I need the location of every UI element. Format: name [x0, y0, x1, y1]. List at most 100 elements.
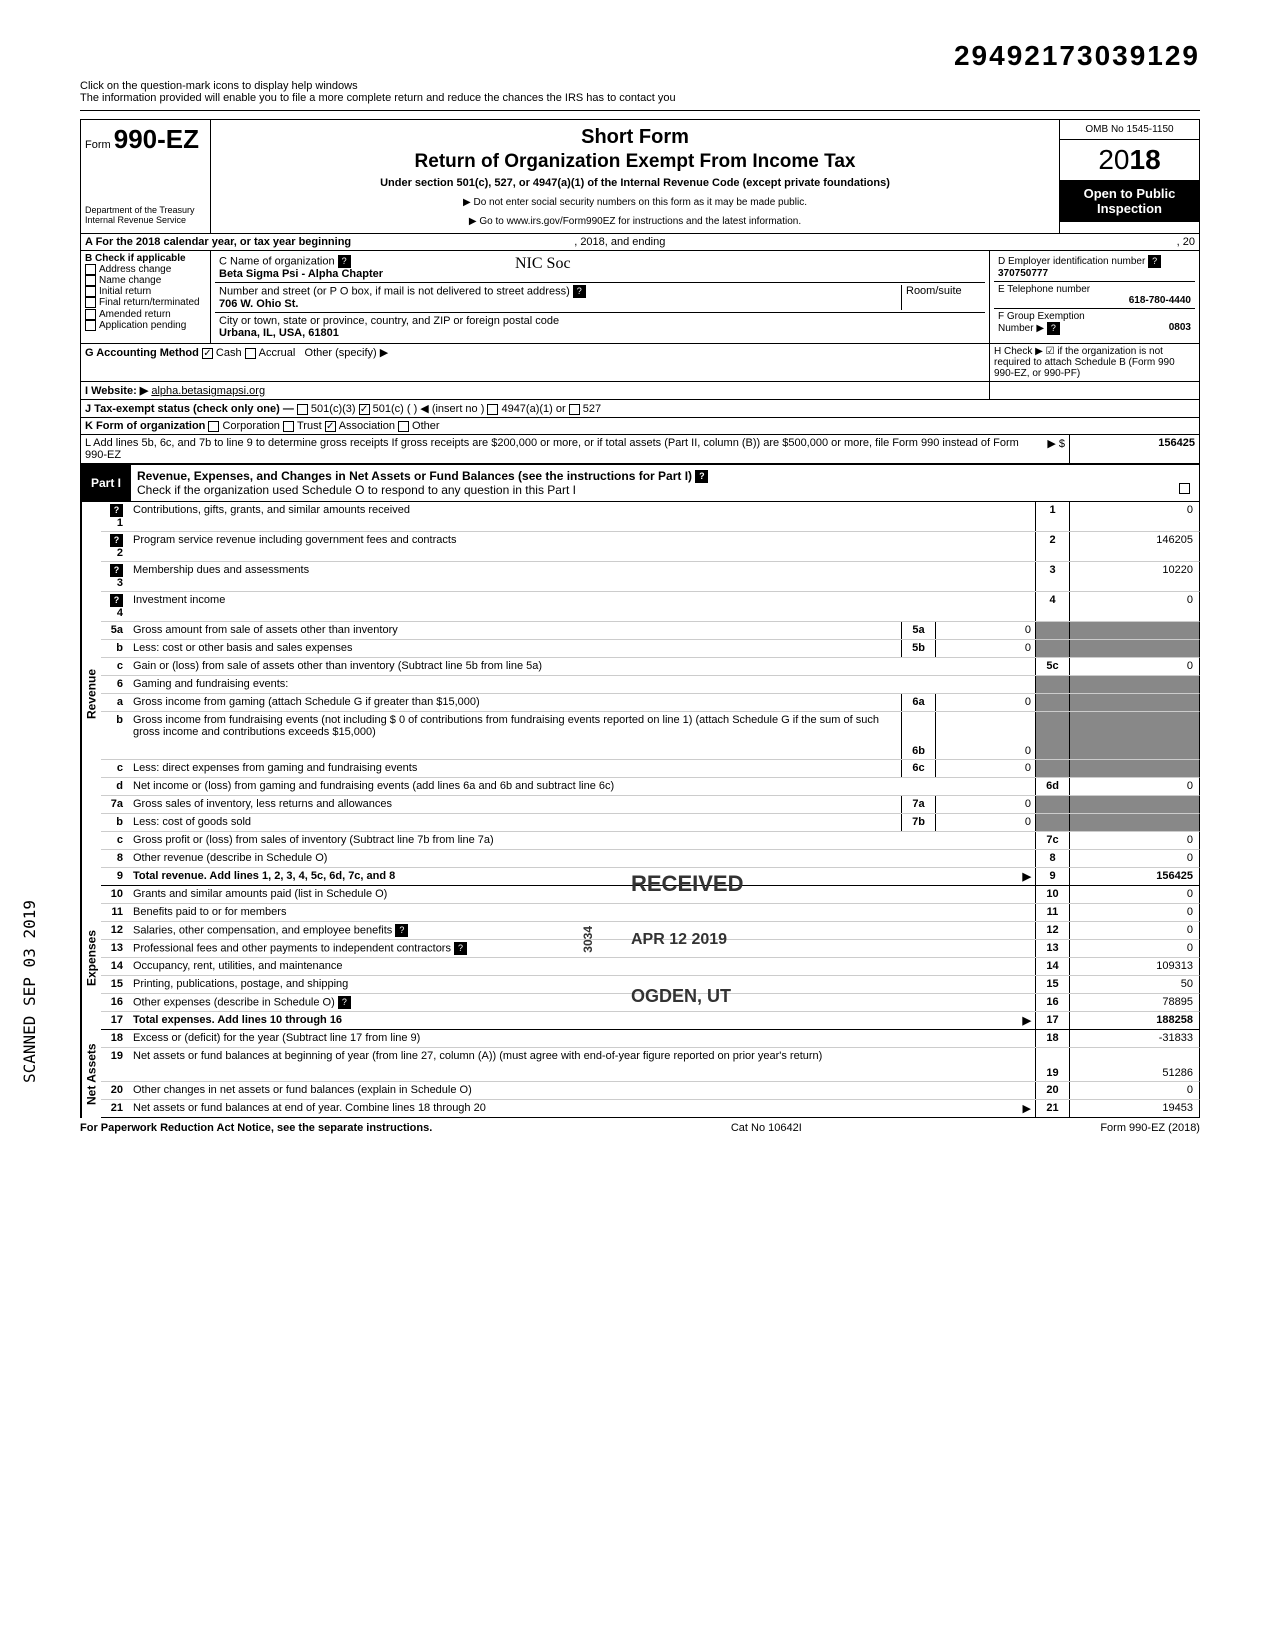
subtitle: Under section 501(c), 527, or 4947(a)(1)… — [217, 177, 1053, 189]
help-icon[interactable]: ? — [454, 942, 467, 955]
website-value: alpha.betasigmapsi.org — [151, 385, 265, 397]
line-18-desc: Excess or (deficit) for the year (Subtra… — [129, 1030, 1035, 1047]
line-9-arrow: ▶ — [1023, 870, 1031, 883]
b-title: B Check if applicable — [85, 253, 186, 264]
instr-2: ▶ Go to www.irs.gov/Form990EZ for instru… — [217, 216, 1053, 227]
chk-assoc[interactable]: ✓ — [325, 421, 336, 432]
h-text: H Check ▶ ☑ if the organization is not r… — [989, 344, 1199, 381]
group-value: 0803 — [1169, 322, 1191, 333]
chk-accrual[interactable] — [245, 348, 256, 359]
open-public-1: Open to Public — [1064, 186, 1195, 201]
line-5a-sub: 5a — [901, 622, 935, 639]
chk-name[interactable] — [85, 275, 96, 286]
section-a-end: , 20 — [1177, 236, 1195, 248]
revenue-side-label: Revenue — [81, 502, 101, 886]
line-12-val: 0 — [1069, 922, 1199, 939]
help-icon[interactable]: ? — [395, 924, 408, 937]
b-item-3: Final return/terminated — [99, 298, 200, 309]
short-form-title: Short Form — [217, 126, 1053, 149]
city-value: Urbana, IL, USA, 61801 — [219, 327, 339, 339]
help-icon[interactable]: ? — [338, 996, 351, 1009]
line-7c-desc: Gross profit or (loss) from sales of inv… — [129, 832, 1035, 849]
chk-corp[interactable] — [208, 421, 219, 432]
chk-cash[interactable]: ✓ — [202, 348, 213, 359]
line-8-val: 0 — [1069, 850, 1199, 867]
b-item-5: Application pending — [99, 320, 186, 331]
g-label: G Accounting Method — [85, 347, 199, 359]
footer-mid: Cat No 10642I — [731, 1122, 802, 1134]
help-icon[interactable]: ? — [573, 285, 586, 298]
chk-address[interactable] — [85, 264, 96, 275]
part-1-header: Part I Revenue, Expenses, and Changes in… — [80, 464, 1200, 502]
main-title: Return of Organization Exempt From Incom… — [217, 151, 1053, 173]
group-label: F Group Exemption — [998, 311, 1085, 322]
k-trust: Trust — [297, 420, 322, 432]
line-6c-subval: 0 — [935, 760, 1035, 777]
street-address: 706 W. Ohio St. — [219, 298, 298, 310]
line-6-desc: Gaming and fundraising events: — [129, 676, 1035, 693]
chk-initial[interactable] — [85, 286, 96, 297]
chk-trust[interactable] — [283, 421, 294, 432]
help-icon[interactable]: ? — [110, 534, 123, 547]
line-5c-desc: Gain or (loss) from sale of assets other… — [129, 658, 1035, 675]
line-21-desc: Net assets or fund balances at end of ye… — [133, 1102, 486, 1114]
i-label: I Website: ▶ — [85, 385, 148, 397]
help-icon[interactable]: ? — [110, 564, 123, 577]
group-label2: Number ▶ — [998, 323, 1044, 334]
j-501c3: 501(c)(3) — [311, 403, 356, 415]
section-a-mid: , 2018, and ending — [574, 236, 665, 248]
form-header: Form 990-EZ Department of the Treasury I… — [80, 119, 1200, 234]
line-6b-desc: Gross income from fundraising events (no… — [133, 714, 396, 726]
line-19-val: 51286 — [1069, 1048, 1199, 1081]
line-17-desc: Total expenses. Add lines 10 through 16 — [133, 1014, 342, 1026]
chk-other[interactable] — [398, 421, 409, 432]
l-text: L Add lines 5b, 6c, and 7b to line 9 to … — [85, 437, 1019, 461]
line-7a-subval: 0 — [935, 796, 1035, 813]
footer-left: For Paperwork Reduction Act Notice, see … — [80, 1122, 432, 1134]
line-7b-desc: Less: cost of goods sold — [129, 814, 901, 831]
chk-amended[interactable] — [85, 309, 96, 320]
j-insert: ) ◀ (insert no ) — [414, 403, 485, 415]
line-13-val: 0 — [1069, 940, 1199, 957]
k-label: K Form of organization — [85, 420, 205, 432]
j-label: J Tax-exempt status (check only one) — — [85, 403, 294, 415]
year-prefix: 20 — [1098, 144, 1129, 175]
line-6c-sub: 6c — [901, 760, 935, 777]
line-5b-subval: 0 — [935, 640, 1035, 657]
chk-schedule-o[interactable] — [1179, 483, 1190, 494]
j-501c: 501(c) ( — [373, 403, 411, 415]
line-15-val: 50 — [1069, 976, 1199, 993]
chk-4947[interactable] — [487, 404, 498, 415]
help-icon[interactable]: ? — [1047, 322, 1060, 335]
b-item-4: Amended return — [99, 309, 171, 320]
line-5b-desc: Less: cost or other basis and sales expe… — [129, 640, 901, 657]
chk-pending[interactable] — [85, 320, 96, 331]
part1-title: Revenue, Expenses, and Changes in Net As… — [137, 469, 692, 483]
phone-label: E Telephone number — [998, 284, 1090, 295]
line-11-val: 0 — [1069, 904, 1199, 921]
help-icon[interactable]: ? — [1148, 255, 1161, 268]
chk-501c[interactable]: ✓ — [359, 404, 370, 415]
ein-label: D Employer identification number — [998, 256, 1145, 267]
netassets-side-label: Net Assets — [81, 1030, 101, 1118]
help-icon[interactable]: ? — [110, 594, 123, 607]
line-8-desc: Other revenue (describe in Schedule O) — [129, 850, 1035, 867]
omb-number: OMB No 1545-1150 — [1060, 120, 1199, 140]
line-13-desc: Professional fees and other payments to … — [133, 943, 451, 955]
line-16-desc: Other expenses (describe in Schedule O) — [133, 997, 335, 1009]
dln-number: 29492173039129 — [80, 40, 1200, 72]
chk-527[interactable] — [569, 404, 580, 415]
line-6d-desc: Net income or (loss) from gaming and fun… — [129, 778, 1035, 795]
phone-value: 618-780-4440 — [1129, 295, 1191, 306]
chk-501c3[interactable] — [297, 404, 308, 415]
help-icon[interactable]: ? — [695, 470, 708, 483]
code-stamp: 3034 — [581, 926, 595, 953]
help-icon[interactable]: ? — [110, 504, 123, 517]
help-icon[interactable]: ? — [338, 255, 351, 268]
line-14-desc: Occupancy, rent, utilities, and maintena… — [129, 958, 1035, 975]
chk-final[interactable] — [85, 297, 96, 308]
handwritten-note: NIC Soc — [515, 255, 571, 273]
g-accrual: Accrual — [259, 347, 296, 359]
g-other: Other (specify) ▶ — [305, 347, 389, 359]
help-text: Click on the question-mark icons to disp… — [80, 76, 1200, 111]
